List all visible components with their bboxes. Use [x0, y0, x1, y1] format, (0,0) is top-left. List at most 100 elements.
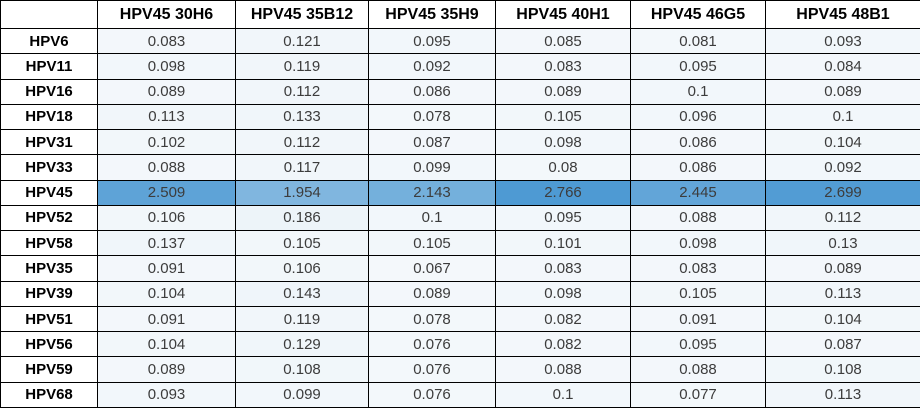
value-cell: 0.106 — [97, 204, 236, 232]
value-cell: 0.089 — [765, 255, 920, 282]
value-cell: 0.088 — [495, 356, 631, 383]
value-cell: 0.084 — [765, 53, 920, 80]
value-cell: 0.089 — [97, 356, 236, 383]
value-cell: 0.098 — [495, 280, 631, 307]
value-cell: 2.445 — [630, 179, 766, 206]
header-row: HPV45 30H6 HPV45 35B12 HPV45 35H9 HPV45 40H… — [0, 0, 920, 29]
value-cell: 0.091 — [97, 305, 236, 333]
row-label: HPV11 — [0, 53, 98, 80]
column-header: HPV45 48B1 — [765, 0, 920, 29]
value-cell: 0.086 — [630, 129, 766, 156]
value-cell: 0.101 — [495, 230, 631, 257]
table-row: HPV58 0.137 0.105 0.105 0.101 0.098 0.13 — [0, 230, 920, 257]
column-header: HPV45 30H6 — [97, 0, 236, 29]
value-cell: 0.091 — [630, 305, 766, 333]
value-cell: 0.089 — [495, 78, 631, 105]
value-cell: 0.108 — [765, 356, 920, 383]
value-cell: 0.1 — [630, 78, 766, 105]
row-label: HPV58 — [0, 230, 98, 257]
value-cell: 0.117 — [235, 154, 369, 181]
row-label: HPV56 — [0, 331, 98, 358]
value-cell: 0.08 — [495, 154, 631, 181]
value-cell: 0.133 — [235, 103, 369, 131]
value-cell: 0.098 — [495, 129, 631, 156]
table-row: HPV31 0.102 0.112 0.087 0.098 0.086 0.104 — [0, 129, 920, 156]
table-row: HPV6 0.083 0.121 0.095 0.085 0.081 0.093 — [0, 27, 920, 55]
value-cell: 0.1 — [495, 381, 631, 408]
value-cell: 0.091 — [97, 255, 236, 282]
value-cell: 0.1 — [765, 103, 920, 131]
column-header: HPV45 46G5 — [630, 0, 766, 29]
corner-cell — [0, 0, 98, 29]
table-row: HPV11 0.098 0.119 0.092 0.083 0.095 0.084 — [0, 53, 920, 80]
row-label: HPV33 — [0, 154, 98, 181]
value-cell: 0.088 — [630, 204, 766, 232]
value-cell: 0.119 — [235, 53, 369, 80]
value-cell: 0.087 — [765, 331, 920, 358]
value-cell: 0.13 — [765, 230, 920, 257]
value-cell: 0.092 — [368, 53, 496, 80]
value-cell: 0.098 — [97, 53, 236, 80]
value-cell: 0.105 — [368, 230, 496, 257]
value-cell: 0.083 — [97, 27, 236, 55]
row-label: HPV59 — [0, 356, 98, 383]
value-cell: 2.143 — [368, 179, 496, 206]
table-row-highlighted: HPV45 2.509 1.954 2.143 2.766 2.445 2.699 — [0, 179, 920, 206]
row-label: HPV18 — [0, 103, 98, 131]
value-cell: 0.137 — [97, 230, 236, 257]
value-cell: 0.095 — [630, 53, 766, 80]
value-cell: 0.076 — [368, 381, 496, 408]
value-cell: 0.108 — [235, 356, 369, 383]
value-cell: 0.105 — [235, 230, 369, 257]
value-cell: 0.096 — [630, 103, 766, 131]
table-row: HPV56 0.104 0.129 0.076 0.082 0.095 0.087 — [0, 331, 920, 358]
table-row: HPV33 0.088 0.117 0.099 0.08 0.086 0.092 — [0, 154, 920, 181]
value-cell: 0.106 — [235, 255, 369, 282]
value-cell: 0.102 — [97, 129, 236, 156]
value-cell: 0.086 — [630, 154, 766, 181]
value-cell: 0.112 — [765, 204, 920, 232]
value-cell: 0.1 — [368, 204, 496, 232]
table-row: HPV35 0.091 0.106 0.067 0.083 0.083 0.089 — [0, 255, 920, 282]
table-row: HPV59 0.089 0.108 0.076 0.088 0.088 0.108 — [0, 356, 920, 383]
value-cell: 0.105 — [495, 103, 631, 131]
value-cell: 0.083 — [630, 255, 766, 282]
value-cell: 0.119 — [235, 305, 369, 333]
row-label: HPV45 — [0, 179, 98, 206]
value-cell: 0.083 — [495, 255, 631, 282]
value-cell: 0.113 — [97, 103, 236, 131]
value-cell: 2.509 — [97, 179, 236, 206]
row-label: HPV52 — [0, 204, 98, 232]
value-cell: 0.186 — [235, 204, 369, 232]
value-cell: 0.113 — [765, 381, 920, 408]
value-cell: 0.093 — [765, 27, 920, 55]
value-cell: 0.081 — [630, 27, 766, 55]
value-cell: 0.095 — [630, 331, 766, 358]
value-cell: 0.089 — [765, 78, 920, 105]
value-cell: 0.104 — [765, 129, 920, 156]
value-cell: 0.083 — [495, 53, 631, 80]
value-cell: 0.078 — [368, 305, 496, 333]
value-cell: 0.082 — [495, 305, 631, 333]
value-cell: 0.099 — [368, 154, 496, 181]
value-cell: 0.104 — [97, 331, 236, 358]
table-row: HPV51 0.091 0.119 0.078 0.082 0.091 0.104 — [0, 305, 920, 333]
value-cell: 0.092 — [765, 154, 920, 181]
table-row: HPV18 0.113 0.133 0.078 0.105 0.096 0.1 — [0, 103, 920, 131]
value-cell: 0.098 — [630, 230, 766, 257]
value-cell: 0.076 — [368, 331, 496, 358]
value-cell: 0.088 — [630, 356, 766, 383]
value-cell: 0.087 — [368, 129, 496, 156]
value-cell: 0.129 — [235, 331, 369, 358]
row-label: HPV6 — [0, 27, 98, 55]
value-cell: 0.095 — [495, 204, 631, 232]
row-label: HPV35 — [0, 255, 98, 282]
value-cell: 0.077 — [630, 381, 766, 408]
value-cell: 0.099 — [235, 381, 369, 408]
value-cell: 0.105 — [630, 280, 766, 307]
column-header: HPV45 40H1 — [495, 0, 631, 29]
value-cell: 0.112 — [235, 129, 369, 156]
table-body: HPV6 0.083 0.121 0.095 0.085 0.081 0.093 HPV11 0… — [0, 27, 920, 408]
value-cell: 0.078 — [368, 103, 496, 131]
value-cell: 0.082 — [495, 331, 631, 358]
